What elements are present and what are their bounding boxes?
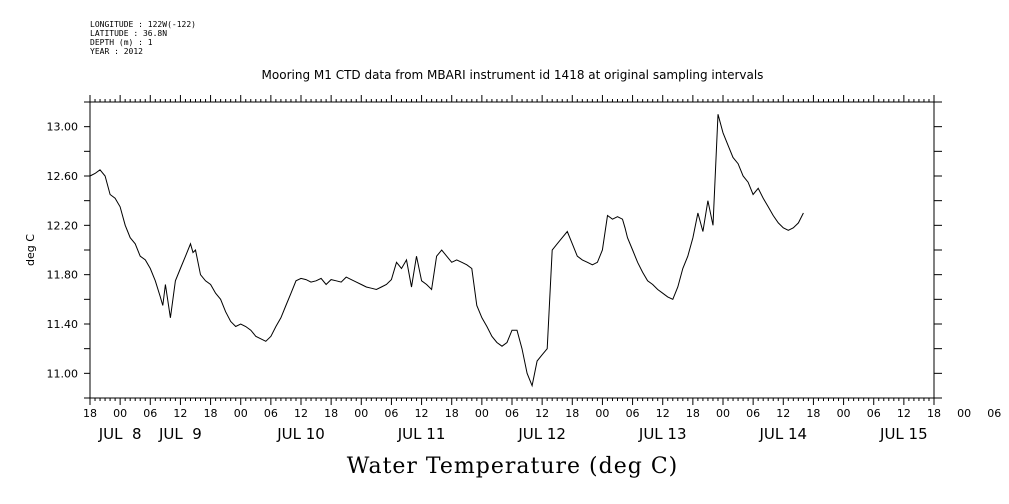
x-tick-label: 00 bbox=[957, 407, 971, 420]
x-day-label: JUL 10 bbox=[276, 425, 325, 443]
chart-title: Mooring M1 CTD data from MBARI instrumen… bbox=[261, 68, 764, 82]
y-tick-label: 13.00 bbox=[47, 121, 79, 134]
x-tick-label: 06 bbox=[264, 407, 278, 420]
x-tick-label: 18 bbox=[565, 407, 579, 420]
x-tick-label: 18 bbox=[927, 407, 941, 420]
x-tick-label: 18 bbox=[806, 407, 820, 420]
x-tick-label: 06 bbox=[143, 407, 157, 420]
x-tick-label: 12 bbox=[173, 407, 187, 420]
y-tick-label: 11.00 bbox=[47, 367, 79, 380]
x-tick-label: 18 bbox=[204, 407, 218, 420]
x-day-label: JUL 15 bbox=[879, 425, 928, 443]
plot-frame bbox=[89, 101, 935, 399]
x-tick-label: 06 bbox=[505, 407, 519, 420]
x-tick-label: 00 bbox=[475, 407, 489, 420]
x-tick-label: 06 bbox=[384, 407, 398, 420]
x-tick-label: 18 bbox=[83, 407, 97, 420]
x-day-label: JUL 8 bbox=[98, 425, 142, 443]
latitude-text: LATITUDE : 36.8N bbox=[90, 29, 168, 38]
x-day-label: JUL 13 bbox=[638, 425, 687, 443]
x-tick-label: 00 bbox=[595, 407, 609, 420]
x-day-label: JUL 9 bbox=[158, 425, 202, 443]
variable-title: Water Temperature (deg C) bbox=[346, 454, 679, 479]
x-tick-label: 00 bbox=[354, 407, 368, 420]
metadata-block: LONGITUDE : 122W(-122) LATITUDE : 36.8N … bbox=[90, 20, 196, 56]
x-tick-label: 00 bbox=[113, 407, 127, 420]
x-tick-label: 06 bbox=[867, 407, 881, 420]
x-tick-label: 06 bbox=[746, 407, 760, 420]
y-tick-label: 11.80 bbox=[47, 269, 79, 282]
temperature-series-line bbox=[89, 114, 804, 388]
x-tick-label: 00 bbox=[716, 407, 730, 420]
x-day-label: JUL 11 bbox=[397, 425, 446, 443]
x-tick-label: 00 bbox=[837, 407, 851, 420]
x-tick-label: 06 bbox=[626, 407, 640, 420]
x-tick-label: 12 bbox=[294, 407, 308, 420]
x-tick-label: 12 bbox=[535, 407, 549, 420]
x-tick-label: 12 bbox=[897, 407, 911, 420]
x-tick-label: 18 bbox=[686, 407, 700, 420]
x-tick-label: 06 bbox=[987, 407, 1001, 420]
year-text: YEAR : 2012 bbox=[90, 47, 143, 56]
x-tick-label: 00 bbox=[234, 407, 248, 420]
x-tick-label: 12 bbox=[776, 407, 790, 420]
y-tick-label: 11.40 bbox=[47, 318, 79, 331]
x-tick-label: 18 bbox=[445, 407, 459, 420]
x-tick-label: 12 bbox=[656, 407, 670, 420]
x-day-label: JUL 12 bbox=[517, 425, 566, 443]
x-tick-label: 18 bbox=[324, 407, 338, 420]
y-axis-label: deg C bbox=[24, 234, 37, 266]
x-day-label: JUL 14 bbox=[758, 425, 807, 443]
y-tick-label: 12.60 bbox=[47, 170, 79, 183]
x-tick-label: 12 bbox=[415, 407, 429, 420]
depth-text: DEPTH (m) : 1 bbox=[90, 38, 153, 47]
y-tick-label: 12.20 bbox=[47, 219, 79, 232]
longitude-text: LONGITUDE : 122W(-122) bbox=[90, 20, 196, 29]
